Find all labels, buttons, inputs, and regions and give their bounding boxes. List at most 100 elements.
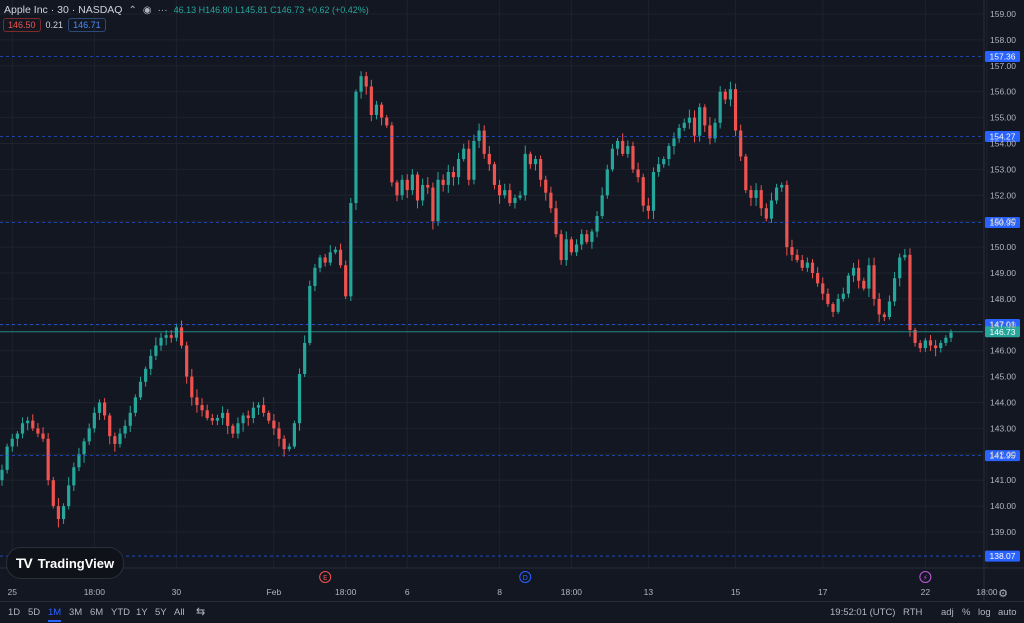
candle-body[interactable] [451, 171, 456, 178]
candle-body[interactable] [672, 138, 676, 147]
candle-body[interactable] [851, 267, 856, 276]
candle-body[interactable] [113, 436, 117, 444]
candle-body[interactable] [769, 200, 774, 219]
candle-body[interactable] [785, 184, 789, 248]
candle-body[interactable] [236, 423, 240, 434]
candle-body[interactable] [744, 156, 748, 191]
candle-body[interactable] [667, 146, 671, 160]
candle-body[interactable] [928, 340, 933, 346]
candle-body[interactable] [26, 420, 30, 424]
candle-body[interactable] [292, 423, 296, 447]
split-event-marker[interactable] [919, 571, 932, 583]
candle-body[interactable] [56, 506, 61, 520]
candle-body[interactable] [395, 182, 399, 196]
candle-body[interactable] [31, 420, 35, 429]
log-toggle[interactable]: log [978, 607, 991, 618]
candle-body[interactable] [97, 402, 102, 413]
candle-body[interactable] [816, 273, 820, 284]
candle-body[interactable] [759, 190, 763, 209]
settings-gear-icon[interactable]: ⚙ [998, 587, 1008, 600]
candle-body[interactable] [703, 107, 707, 126]
candle-body[interactable] [169, 335, 173, 338]
candle-body[interactable] [297, 374, 302, 424]
candle-body[interactable] [267, 412, 271, 421]
candle-body[interactable] [836, 298, 840, 312]
candle-body[interactable] [918, 342, 922, 349]
candle-body[interactable] [908, 254, 912, 330]
candle-body[interactable] [262, 405, 266, 413]
candle-body[interactable] [898, 257, 902, 279]
candle-body[interactable] [651, 171, 656, 211]
price-level-badge[interactable] [985, 216, 1020, 228]
candle-body[interactable] [636, 169, 640, 178]
candle-body[interactable] [441, 179, 445, 185]
candle-body[interactable] [313, 267, 317, 286]
candle-body[interactable] [872, 265, 876, 299]
candle-body[interactable] [272, 420, 276, 429]
candle-body[interactable] [913, 329, 917, 343]
candle-body[interactable] [621, 140, 625, 154]
last-price-badge[interactable] [985, 326, 1020, 338]
candle-body[interactable] [713, 122, 717, 139]
candle-body[interactable] [179, 327, 184, 346]
candle-body[interactable] [364, 76, 368, 87]
candle-body[interactable] [190, 376, 194, 398]
candle-body[interactable] [349, 203, 353, 297]
candle-body[interactable] [533, 159, 538, 165]
candle-body[interactable] [174, 327, 179, 338]
candle-body[interactable] [841, 293, 845, 299]
candle-body[interactable] [569, 239, 573, 253]
candle-body[interactable] [220, 412, 225, 419]
candle-body[interactable] [692, 117, 697, 136]
candle-body[interactable] [826, 293, 830, 305]
candle-body[interactable] [436, 179, 440, 222]
candle-body[interactable] [226, 412, 230, 426]
price-level-badge[interactable] [985, 131, 1020, 143]
candle-body[interactable] [118, 433, 122, 444]
candle-body[interactable] [15, 433, 19, 439]
candle-body[interactable] [5, 446, 9, 470]
timeframe-3m[interactable]: 3M [69, 607, 83, 618]
candle-body[interactable] [456, 159, 461, 178]
candle-body[interactable] [939, 342, 943, 349]
candle-body[interactable] [492, 164, 497, 185]
candle-body[interactable] [149, 355, 153, 369]
candle-body[interactable] [580, 234, 584, 245]
candle-body[interactable] [857, 267, 861, 281]
candle-body[interactable] [359, 76, 363, 92]
timeframe-1d[interactable]: 1D [8, 607, 21, 618]
candle-body[interactable] [385, 117, 389, 126]
percent-toggle[interactable]: % [962, 607, 971, 618]
candle-body[interactable] [554, 208, 558, 235]
candle-body[interactable] [87, 428, 91, 442]
eye-icon[interactable]: ◉ [142, 4, 152, 16]
candle-body[interactable] [462, 148, 466, 160]
earnings-event-marker[interactable] [319, 571, 332, 583]
candle-body[interactable] [472, 140, 476, 180]
candle-body[interactable] [805, 262, 809, 268]
candle-body[interactable] [790, 247, 794, 255]
candle-body[interactable] [877, 298, 881, 315]
timeframe-1y[interactable]: 1Y [136, 607, 148, 618]
candle-body[interactable] [708, 125, 712, 139]
candle-body[interactable] [195, 397, 199, 406]
clock-time[interactable]: 19:52:01 (UTC) [830, 607, 896, 618]
candle-body[interactable] [164, 335, 168, 338]
candle-body[interactable] [544, 179, 548, 193]
candle-body[interactable] [46, 438, 50, 481]
candle-body[interactable] [549, 192, 553, 209]
candle-body[interactable] [795, 254, 799, 261]
symbol-title[interactable]: Apple Inc · 30 · NASDAQ [4, 4, 123, 16]
candle-body[interactable] [328, 252, 332, 263]
session-rth[interactable]: RTH [903, 607, 923, 618]
candle-body[interactable] [200, 405, 204, 411]
candle-body[interactable] [503, 190, 507, 196]
candle-body[interactable] [51, 480, 55, 507]
candle-body[interactable] [657, 164, 661, 172]
candle-body[interactable] [61, 506, 66, 520]
candle-body[interactable] [185, 345, 189, 377]
candle-body[interactable] [338, 249, 343, 266]
candle-body[interactable] [374, 104, 379, 116]
candle-body[interactable] [559, 234, 563, 261]
